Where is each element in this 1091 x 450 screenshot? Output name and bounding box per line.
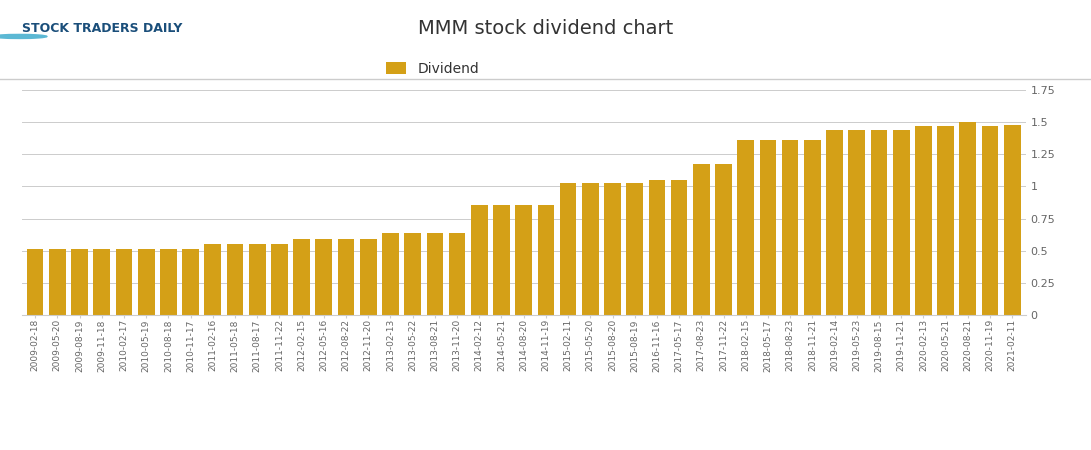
Bar bbox=[871, 130, 887, 315]
Bar bbox=[182, 249, 199, 315]
Bar bbox=[71, 249, 88, 315]
Text: MMM stock dividend chart: MMM stock dividend chart bbox=[418, 19, 673, 38]
Bar bbox=[693, 164, 709, 315]
Bar bbox=[315, 239, 332, 315]
Bar bbox=[427, 234, 443, 315]
Bar bbox=[405, 234, 421, 315]
Bar bbox=[626, 183, 643, 315]
Bar bbox=[604, 183, 621, 315]
Bar bbox=[804, 140, 820, 315]
Bar bbox=[937, 126, 954, 315]
Bar bbox=[204, 244, 221, 315]
Text: STOCK TRADERS DAILY: STOCK TRADERS DAILY bbox=[22, 22, 182, 35]
Bar bbox=[782, 140, 799, 315]
Bar bbox=[116, 249, 132, 315]
Bar bbox=[448, 234, 466, 315]
Bar bbox=[892, 130, 910, 315]
Bar bbox=[759, 140, 777, 315]
Bar bbox=[515, 205, 532, 315]
Bar bbox=[959, 122, 976, 315]
Bar bbox=[915, 126, 932, 315]
Bar bbox=[849, 130, 865, 315]
Circle shape bbox=[0, 35, 47, 38]
Bar bbox=[360, 239, 376, 315]
Bar bbox=[293, 239, 310, 315]
Bar bbox=[227, 244, 243, 315]
Bar bbox=[338, 239, 355, 315]
Bar bbox=[560, 183, 576, 315]
Bar bbox=[493, 205, 509, 315]
Bar bbox=[826, 130, 843, 315]
Bar bbox=[382, 234, 399, 315]
Bar bbox=[671, 180, 687, 315]
Bar bbox=[716, 164, 732, 315]
Bar bbox=[982, 126, 998, 315]
Bar bbox=[648, 180, 666, 315]
Bar bbox=[160, 249, 177, 315]
Bar bbox=[94, 249, 110, 315]
Bar bbox=[471, 205, 488, 315]
Bar bbox=[738, 140, 754, 315]
Bar bbox=[49, 249, 65, 315]
Bar bbox=[1004, 125, 1020, 315]
Bar bbox=[249, 244, 265, 315]
Bar bbox=[538, 205, 554, 315]
Bar bbox=[582, 183, 599, 315]
Bar bbox=[137, 249, 155, 315]
Legend: Dividend: Dividend bbox=[380, 56, 484, 81]
Bar bbox=[271, 244, 288, 315]
Bar bbox=[27, 249, 44, 315]
